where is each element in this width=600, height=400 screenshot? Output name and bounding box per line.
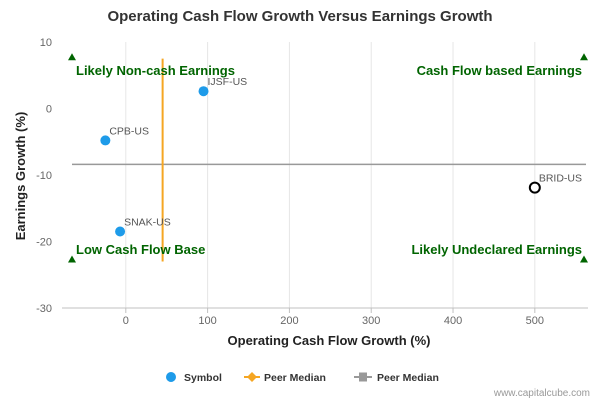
x-tick-label: 300 [362,315,380,327]
corner-triangle-marker [68,255,76,263]
data-point-label: IJSF-US [208,76,248,88]
data-point-label: SNAK-US [124,217,171,229]
quadrant-label-top-right: Cash Flow based Earnings [417,63,582,78]
data-point [528,181,541,194]
x-tick-label: 200 [280,315,298,327]
corner-triangle-marker [68,53,76,61]
quadrant-label-bottom-right: Likely Undeclared Earnings [411,242,582,257]
y-axis-ticks: 10 0 -10 -20 -30 [36,37,52,315]
legend-symbol-marker [166,372,176,382]
y-tick-label: -30 [36,303,52,315]
data-points: IJSF-US CPB-US SNAK-US BRID-US [100,76,582,237]
x-tick-label: 0 [123,315,129,327]
data-point [100,135,111,146]
corner-triangle-marker [580,255,588,263]
quadrant-label-bottom-left: Low Cash Flow Base [76,242,205,257]
x-axis-title: Operating Cash Flow Growth (%) [228,333,431,348]
x-tick-label: 500 [526,315,544,327]
legend-label: Peer Median [264,372,326,384]
x-tick-label: 100 [198,315,216,327]
y-tick-label: 0 [46,104,52,116]
quadrant-corner-markers [68,53,588,263]
quadrant-label-top-left: Likely Non-cash Earnings [76,63,235,78]
data-point [198,86,209,97]
data-point-label: BRID-US [539,173,582,185]
chart-title: Operating Cash Flow Growth Versus Earnin… [107,8,492,25]
y-axis-title: Earnings Growth (%) [13,112,28,241]
legend-square-marker [359,372,367,382]
data-point [115,226,126,237]
legend-diamond-marker [247,372,257,382]
legend: Symbol Peer Median Peer Median [166,372,439,384]
y-tick-label: -20 [36,237,52,249]
credit-text: www.capitalcube.com [493,388,590,399]
legend-label: Peer Median [377,372,439,384]
x-axis-ticks: 0 100 200 300 400 500 [123,308,544,327]
data-point-label: CPB-US [109,125,149,137]
gridlines [125,42,536,308]
corner-triangle-marker [580,53,588,61]
x-tick-label: 400 [444,315,462,327]
y-tick-label: 10 [40,37,52,49]
y-tick-label: -10 [36,170,52,182]
legend-label: Symbol [184,372,222,384]
